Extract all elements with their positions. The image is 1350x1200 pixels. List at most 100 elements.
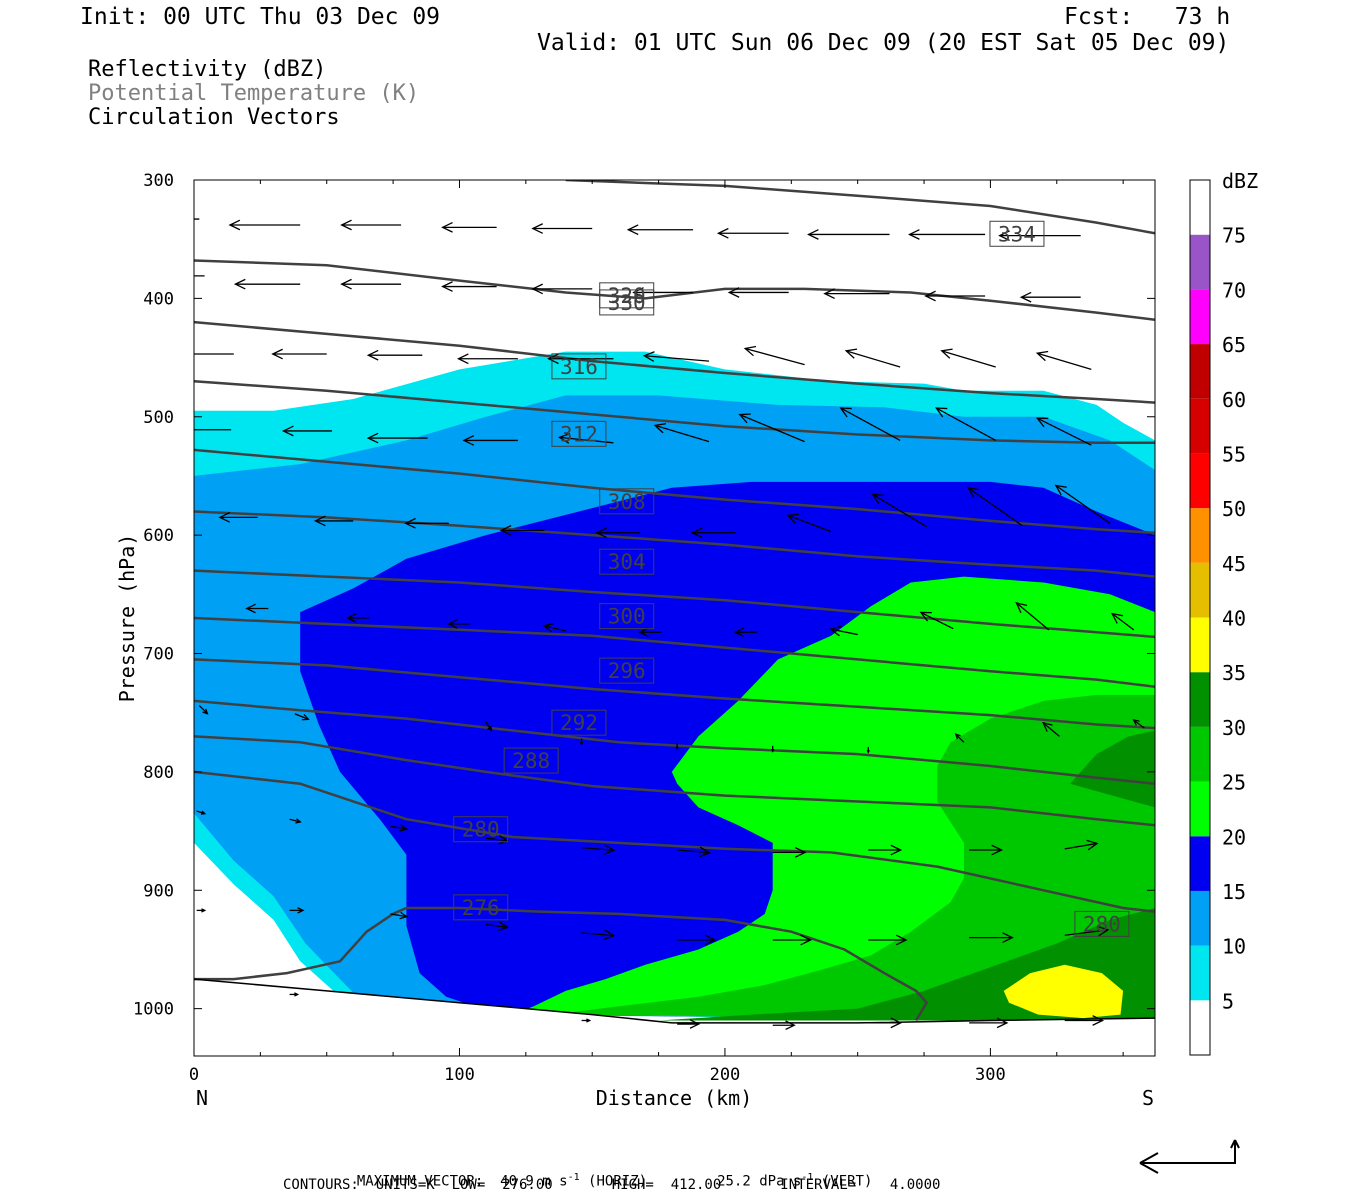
circulation-vector (1132, 719, 1145, 729)
circulation-vector (677, 1019, 701, 1029)
colorbar-swatch (1190, 508, 1210, 563)
colorbar-swatch (1190, 289, 1210, 345)
circulation-vector (294, 713, 310, 721)
circulation-vector (690, 527, 736, 539)
theta-contour-296 (194, 658, 1155, 730)
footer-max-vector-exponent-vert: -1 (801, 1172, 814, 1183)
init-time: Init: 00 UTC Thu 03 Dec 09 (80, 4, 441, 30)
theta-contour-330 (194, 259, 1155, 321)
footer-max-vector-exponent-horiz: -1 (567, 1172, 580, 1183)
circulation-vector (557, 433, 614, 444)
y-tick-label: 900 (143, 881, 174, 901)
circulation-vector (456, 353, 518, 365)
circulation-vector (675, 743, 679, 751)
circulation-vector (733, 627, 757, 638)
x-axis-left-end-label: N (196, 1086, 208, 1110)
title-circulation-vectors: Circulation Vectors (88, 105, 340, 130)
circulation-vector (632, 287, 694, 298)
circulation-vector (441, 281, 497, 292)
circulation-vector (404, 517, 449, 529)
circulation-vector (542, 622, 566, 633)
circulation-vector (1042, 721, 1060, 737)
circulation-vector (866, 747, 870, 754)
y-tick-label: 800 (143, 763, 174, 783)
circulation-vector (194, 429, 232, 431)
circulation-vector (196, 908, 207, 913)
theta-contour-280 (194, 770, 1155, 913)
svg-text:276: 276 (462, 896, 500, 920)
circulation-vector (1064, 1015, 1105, 1026)
colorbar-label: 50 (1222, 497, 1246, 521)
svg-text:320: 320 (608, 284, 646, 308)
circulation-vector (935, 407, 997, 442)
x-tick-label: 100 (444, 1065, 475, 1085)
circulation-vector-layer (194, 218, 1145, 1031)
colorbar-swatch (1190, 234, 1210, 290)
x-axis-label: Distance (km) (596, 1086, 753, 1110)
x-tick-label: 300 (975, 1065, 1006, 1085)
circulation-vector (485, 921, 510, 932)
y-tick-label: 400 (143, 289, 174, 309)
colorbar-label: 5 (1222, 989, 1234, 1013)
circulation-vector (738, 413, 805, 443)
circulation-vector (289, 907, 305, 914)
y-tick-label: 300 (143, 171, 174, 191)
below-ground-mask (194, 979, 1155, 1056)
circulation-vector (1015, 601, 1050, 631)
colorbar-swatch (1190, 1000, 1210, 1055)
circulation-vector (1064, 925, 1110, 937)
circulation-vector (772, 847, 807, 858)
svg-text:312: 312 (560, 422, 598, 446)
circulation-vector (390, 824, 409, 832)
circulation-vector (346, 613, 370, 623)
circulation-vector (228, 219, 301, 231)
circulation-vector (289, 992, 300, 997)
theta-contour-label-292: 292 (551, 709, 607, 736)
circulation-vector (998, 230, 1081, 242)
svg-text:280: 280 (462, 818, 500, 842)
circulation-vector (743, 345, 805, 366)
circulation-vector (581, 929, 616, 941)
theta-contour-308 (194, 510, 1155, 578)
theta-contour-label-334: 334 (989, 220, 1045, 247)
footer-vert-value: 25.2 dPa s (717, 1173, 802, 1190)
theta-contour-label-288: 288 (503, 747, 559, 774)
theta-contour-label-312: 312 (551, 420, 607, 447)
circulation-vector (313, 515, 354, 527)
y-axis-label: Pressure (hPa) (115, 534, 139, 703)
colorbar-swatch (1190, 836, 1210, 891)
circulation-vector (194, 275, 205, 277)
circulation-vector (653, 423, 710, 443)
dbz-colorbar: 5 10 15 20 25 30 35 40 45 50 55 60 65 70 75 dBZ (1189, 169, 1258, 1056)
y-tick-label: 500 (143, 408, 174, 428)
circulation-vector (954, 733, 965, 743)
footer-max-vector: MAXIMUM VECTOR: 40.9 m s-1 (HORIZ) 25.2 d… (340, 1159, 873, 1190)
circulation-vector (194, 218, 200, 220)
circulation-vector (716, 227, 789, 239)
title-reflectivity: Reflectivity (dBZ) (88, 57, 327, 82)
theta-contour-label-308: 308 (599, 488, 655, 515)
circulation-vector (340, 278, 402, 290)
colorbar-swatch (1190, 672, 1210, 727)
circulation-vector (727, 287, 789, 298)
colorbar-label: 70 (1222, 278, 1246, 302)
circulation-vector (969, 844, 1004, 856)
theta-contour-288 (194, 735, 1155, 827)
circulation-vector (829, 625, 858, 637)
circulation-vector (233, 278, 301, 290)
circulation-vector (823, 288, 890, 300)
circulation-vector (868, 934, 908, 946)
colorbar-label: 60 (1222, 388, 1246, 412)
circulation-vector (194, 353, 234, 355)
circulation-vector (1019, 291, 1081, 303)
theta-contour-304 (194, 569, 1155, 639)
footer-max-vector-label: MAXIMUM VECTOR: 40.9 m s (356, 1173, 568, 1190)
circulation-vector (366, 432, 428, 444)
circulation-vector (677, 934, 717, 946)
circulation-vector (868, 1017, 903, 1029)
svg-text:300: 300 (608, 605, 646, 629)
svg-text:296: 296 (608, 659, 646, 683)
circulation-vector (289, 818, 302, 824)
colorbar-swatch (1190, 890, 1210, 946)
